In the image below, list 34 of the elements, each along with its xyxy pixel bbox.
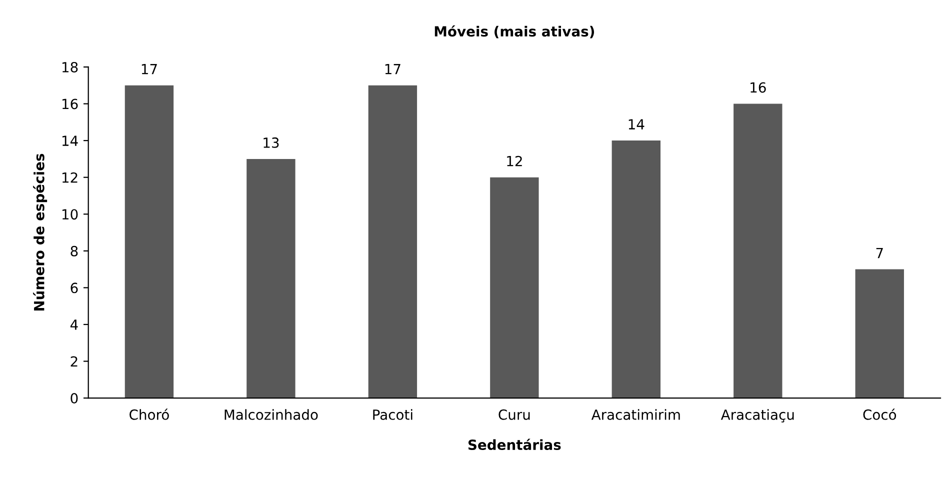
y-tick-label: 10 <box>62 209 78 220</box>
x-tick-label: Pacoti <box>373 409 412 420</box>
data-label: 14 <box>628 119 644 130</box>
y-tick-label: 18 <box>62 62 78 72</box>
y-tick-label: 2 <box>70 356 78 367</box>
y-tick-label: 4 <box>70 320 78 330</box>
data-label: 13 <box>264 137 279 148</box>
x-tick-label: Malcozinhado <box>224 409 318 420</box>
bar <box>368 85 418 398</box>
data-label: 17 <box>385 64 400 74</box>
y-tick-label: 0 <box>70 393 78 404</box>
x-tick-label: Cocó <box>863 408 896 420</box>
bar <box>246 158 296 398</box>
y-tick-label: 8 <box>70 246 78 256</box>
bar <box>490 177 539 398</box>
data-label: 16 <box>750 82 766 93</box>
y-tick-label: 12 <box>62 172 78 183</box>
data-label: 12 <box>507 156 522 166</box>
x-tick-label: Choró <box>130 408 169 420</box>
data-label: 17 <box>142 64 157 74</box>
bar <box>612 140 661 398</box>
bar <box>734 104 782 398</box>
chart-title: Móveis (mais ativas) <box>434 25 594 38</box>
y-tick-label: 6 <box>70 282 78 294</box>
bar <box>124 85 174 398</box>
y-tick-label: 14 <box>62 136 78 146</box>
x-tick-label: Curu <box>498 409 530 420</box>
y-axis-title: Número de espécies <box>33 154 48 311</box>
y-tick-label: 16 <box>62 98 78 110</box>
data-label: 7 <box>876 248 883 258</box>
bar <box>855 269 904 398</box>
x-axis-title: Sedentárias <box>468 438 561 450</box>
x-tick-label: Aracatimirim <box>591 409 680 420</box>
x-tick-label: Aracatiaçu <box>720 409 794 422</box>
